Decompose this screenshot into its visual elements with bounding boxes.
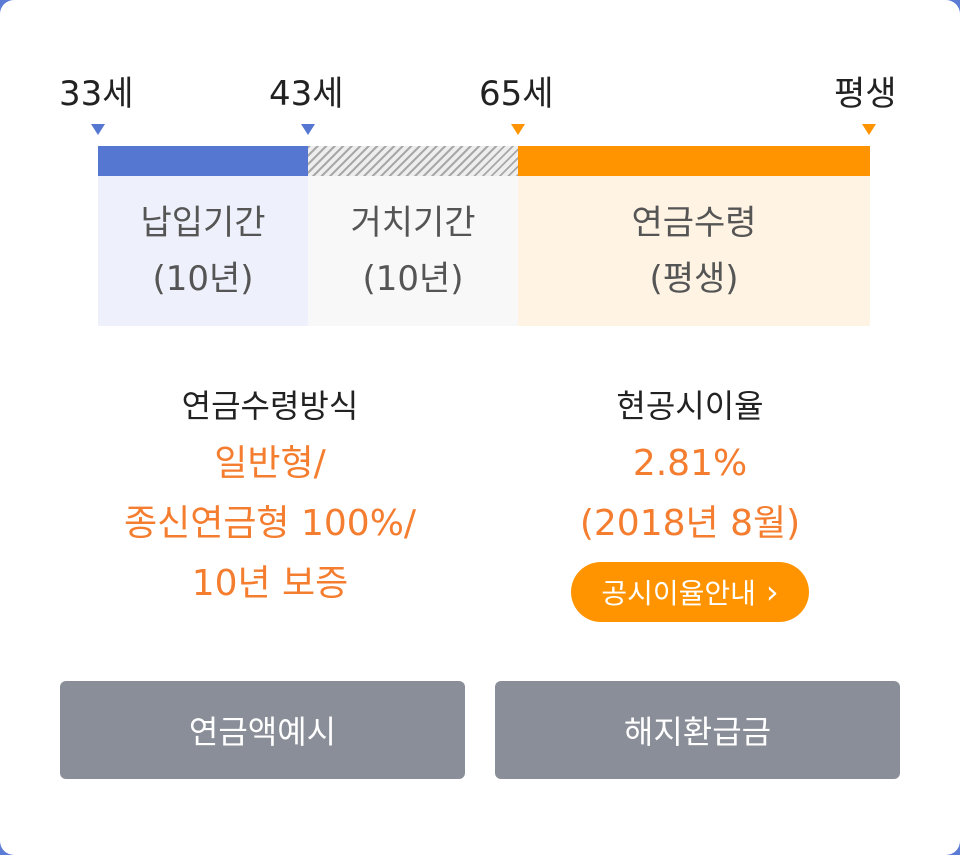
interest-rate-value: 2.81% <box>490 434 890 494</box>
interest-rate-title: 현공시이율 <box>490 378 890 434</box>
surrender-refund-label: 해지환급금 <box>624 707 771 753</box>
surrender-refund-button[interactable]: 해지환급금 <box>495 681 900 779</box>
age-label-lifetime: 평생 <box>834 72 897 116</box>
annuity-period-name: 연금수령 <box>631 195 756 251</box>
payment-period-duration: (10년) <box>152 251 253 307</box>
marker-triangle-icon <box>511 124 525 135</box>
payment-period-bar <box>98 146 308 176</box>
marker-triangle-icon <box>862 124 876 135</box>
deferral-period-name: 거치기간 <box>350 195 475 251</box>
deferral-period-box: 거치기간 (10년) <box>308 176 518 326</box>
payment-period-box: 납입기간 (10년) <box>98 176 308 326</box>
age-label-annuity-start: 65세 <box>479 72 554 116</box>
annuity-method-title: 연금수령방식 <box>60 378 480 434</box>
annuity-method-value: 일반형/ 종신연금형 100%/ 10년 보증 <box>60 434 480 614</box>
interest-rate-date: (2018년 8월) <box>490 494 890 554</box>
interest-info-button[interactable]: 공시이율안내 › <box>571 562 808 622</box>
age-label-start: 33세 <box>59 72 134 116</box>
deferral-period-bar <box>308 146 518 176</box>
payment-period-name: 납입기간 <box>140 195 265 251</box>
marker-triangle-icon <box>301 124 315 135</box>
annuity-period-box: 연금수령 (평생) <box>518 176 870 326</box>
interest-rate-section: 현공시이율 2.81% (2018년 8월) 공시이율안내 › <box>490 378 890 622</box>
age-label-payment-end: 43세 <box>269 72 344 116</box>
annuity-period-bar <box>518 146 870 176</box>
annuity-example-button[interactable]: 연금액예시 <box>60 681 465 779</box>
marker-triangle-icon <box>91 124 105 135</box>
annuity-period-duration: (평생) <box>649 251 738 307</box>
interest-info-label: 공시이율안내 <box>601 572 756 612</box>
annuity-method-section: 연금수령방식 일반형/ 종신연금형 100%/ 10년 보증 <box>60 378 480 614</box>
deferral-period-duration: (10년) <box>362 251 463 307</box>
annuity-example-label: 연금액예시 <box>189 707 336 753</box>
chevron-right-icon: › <box>766 576 779 608</box>
